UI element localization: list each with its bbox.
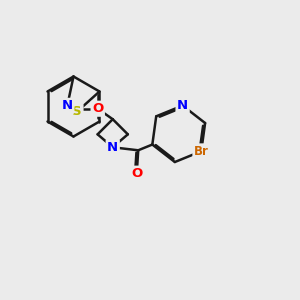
Text: N: N: [107, 141, 118, 154]
Text: O: O: [131, 167, 142, 180]
Text: N: N: [177, 99, 188, 112]
Text: Br: Br: [194, 145, 209, 158]
Text: N: N: [62, 99, 73, 112]
Text: O: O: [92, 102, 103, 115]
Text: S: S: [72, 105, 82, 118]
